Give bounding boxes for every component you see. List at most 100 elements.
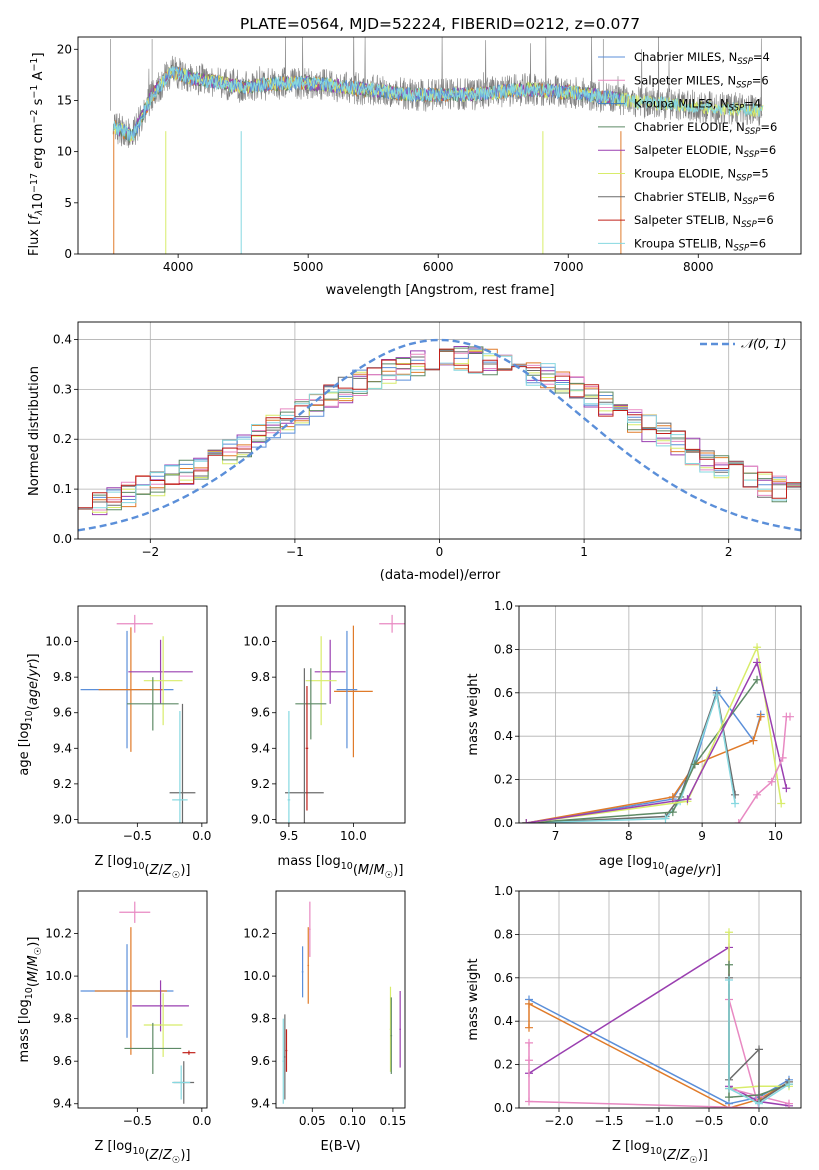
data-point: [785, 1099, 793, 1108]
label-part: M: [26, 955, 41, 966]
series-line: [528, 998, 790, 1105]
label-part: yr: [26, 662, 41, 678]
x-axis-label: Z [log10(Z/Z☉)]: [95, 854, 191, 881]
plot-area: [522, 643, 795, 823]
label-part: /: [694, 863, 699, 878]
x-tick-label: 0: [436, 545, 444, 559]
x-tick-label: 2: [725, 545, 733, 559]
y-tick-label: 0.8: [494, 927, 513, 941]
data-point: [755, 1045, 763, 1054]
series-line: [526, 644, 782, 823]
x-tick-label: 0.15: [380, 1114, 407, 1128]
label-part: 10: [650, 1146, 662, 1157]
plot-area: [525, 928, 793, 1108]
legend-text: =6: [749, 236, 766, 250]
series-line: [728, 980, 790, 1105]
label-part: mass [log: [278, 854, 341, 869]
y-tick-label: 1.0: [494, 599, 513, 613]
x-tick-label: 4000: [163, 260, 194, 274]
legend-label: Chabrier STELIB, NSSP=6: [634, 190, 775, 207]
x-tick-label: 9.5: [279, 829, 298, 843]
spectrum-panel: 4000 5000 6000 7000 8000 0 5 10 15 20 Chabrier MIL…: [27, 36, 802, 298]
y-tick-label: 9.0: [251, 812, 270, 826]
residuals-panel: −2 −1 0 1 2 0.0 0.1 0.2 0.3 0.4 𝒩(0, 1) (data-model…: [27, 321, 802, 583]
axes-frame: [77, 36, 802, 255]
y-axis-label: age [log10(age/yr)]: [17, 653, 41, 775]
model-spectrum: [113, 65, 763, 141]
label-part: Z: [149, 1148, 160, 1163]
label-part: M: [26, 971, 41, 982]
y-tick-label: 0.2: [494, 1058, 513, 1072]
y-axis-label: mass weight: [466, 673, 481, 755]
x-tick-label: 0.0: [192, 1114, 211, 1128]
label-part: E(B-V): [320, 1139, 360, 1154]
y-tick-label: 9.4: [251, 1097, 270, 1111]
x-tick-label: 6000: [423, 260, 454, 274]
data-point: [756, 712, 765, 721]
plot-area: [80, 901, 196, 1104]
y-tick-label: 10.0: [45, 969, 72, 983]
x-tick-label: 1: [580, 545, 588, 559]
label-part: )]: [180, 863, 190, 878]
legend-text: Salpeter ELODIE, N: [634, 143, 744, 157]
data-point: [525, 999, 533, 1008]
plot-area: [78, 338, 801, 539]
label-part: age: [26, 681, 41, 705]
legend-text: =6: [758, 190, 775, 204]
label-part: /: [26, 676, 41, 681]
label-part: Z [log: [95, 1139, 133, 1154]
label-part: age: [669, 863, 693, 878]
series-line: [526, 679, 758, 823]
x-tick-label: −0.5: [694, 1114, 723, 1128]
label-part: 10: [652, 861, 664, 872]
legend-sub: SSP: [736, 174, 752, 184]
data-point: [725, 928, 733, 937]
x-axis-label: Z [log10(Z/Z☉)]: [95, 1139, 191, 1166]
legend-sub: SSP: [737, 57, 753, 67]
label-part: 10: [31, 193, 46, 210]
label-part: (: [662, 1148, 667, 1163]
y-tick-label: 10.2: [243, 927, 270, 941]
y-tick-label: 10.0: [45, 635, 72, 649]
legend-label: Salpeter MILES, NSSP=6: [634, 73, 769, 90]
data-point: [782, 784, 791, 793]
legend-sub: SSP: [729, 104, 745, 114]
figure-title: PLATE=0564, MJD=52224, FIBERID=0212, z=0…: [240, 15, 640, 33]
y-tick-label: 9.8: [251, 670, 270, 684]
label-part: Flux [: [27, 220, 42, 256]
x-axis-label: E(B-V): [320, 1139, 360, 1154]
data-point: [525, 1038, 533, 1047]
data-point: [753, 658, 762, 667]
label-part: −17: [29, 173, 40, 193]
x-tick-label: 8000: [683, 260, 714, 274]
data-point: [668, 792, 677, 801]
y-tick-label: 15: [57, 93, 72, 107]
y-tick-label: 9.8: [53, 670, 72, 684]
x-tick-label: 10.0: [340, 829, 367, 843]
axes-frame: [275, 605, 406, 824]
label-part: −1: [29, 58, 40, 72]
label-part: f: [27, 213, 42, 220]
x-tick-label: 0.05: [299, 1114, 326, 1128]
legend-text: =6: [757, 213, 774, 227]
data-point: [785, 1080, 793, 1089]
mass-vs-extinction-panel: 0.05 0.10 0.15 9.4 9.6 9.8 10.0 10.2 E(B-V): [243, 890, 407, 1154]
x-tick-label: 0.10: [339, 1114, 366, 1128]
data-point: [777, 799, 786, 808]
plot-area: [80, 614, 196, 823]
data-point: [712, 690, 721, 699]
data-point: [753, 643, 762, 652]
axes-frame: [518, 890, 802, 1109]
axes-frame: [77, 890, 208, 1109]
series-line: [526, 689, 736, 823]
legend-text: =4: [744, 97, 761, 111]
age-vs-metallicity-panel: −0.5 0.09.09.29.49.69.810.0Z [log10(Z/Z☉)…: [17, 605, 211, 881]
x-tick-label: 9: [698, 829, 706, 843]
data-point: [731, 799, 740, 808]
x-axis-label: (data-model)/error: [380, 568, 501, 583]
label-part: Z: [162, 863, 173, 878]
series-line: [526, 660, 788, 823]
label-part: (: [26, 705, 41, 710]
